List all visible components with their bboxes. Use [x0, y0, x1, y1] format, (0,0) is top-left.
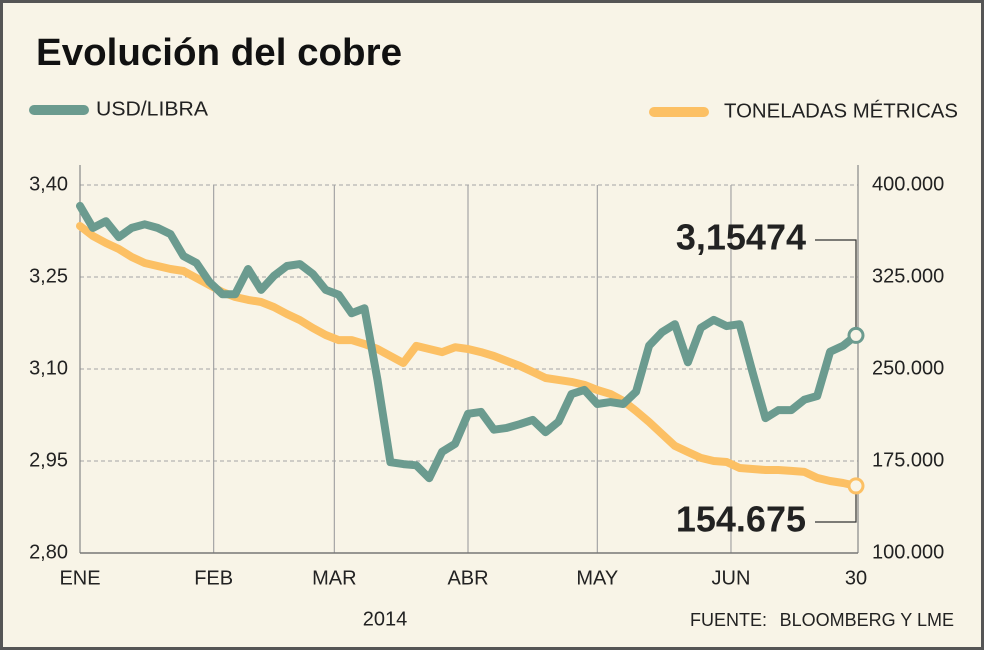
x-tick-label: FEB: [194, 567, 233, 589]
y-tick-label: 3,40: [29, 173, 68, 195]
y2-tick-label: 250.000: [872, 357, 944, 379]
legend-label: USD/LIBRA: [96, 98, 209, 120]
end-marker: [847, 326, 865, 344]
y-tick-label: 3,10: [29, 357, 68, 379]
y2-tick-label: 325.000: [872, 265, 944, 287]
end-marker: [847, 477, 865, 495]
y2-tick-label: 175.000: [872, 449, 944, 471]
x-tick-label: MAY: [576, 567, 618, 589]
x-tick-label: ABR: [447, 567, 488, 589]
y2-tick-label: 100.000: [872, 541, 944, 563]
x-axis-label: 2014: [363, 608, 408, 630]
x-tick-label: MAR: [312, 567, 356, 589]
source-text: BLOOMBERG Y LME: [780, 610, 954, 630]
y2-tick-label: 400.000: [872, 173, 944, 195]
y-tick-label: 3,25: [29, 265, 68, 287]
y-tick-label: 2,80: [29, 541, 68, 563]
legend-label: TONELADAS MÉTRICAS: [724, 99, 958, 122]
series-line: [76, 201, 860, 483]
annotation: 3,15474: [676, 217, 806, 258]
x-tick-label: 30: [845, 567, 867, 589]
annotation-leader: [815, 239, 857, 336]
x-tick-label: ENE: [59, 567, 100, 589]
annotation: 154.675: [676, 499, 806, 540]
x-tick-label: JUN: [712, 567, 751, 589]
chart-title: Evolución del cobre: [36, 32, 402, 74]
annotation-leader: [815, 485, 857, 523]
y-tick-label: 2,95: [29, 449, 68, 471]
source-label: FUENTE:: [690, 610, 767, 630]
